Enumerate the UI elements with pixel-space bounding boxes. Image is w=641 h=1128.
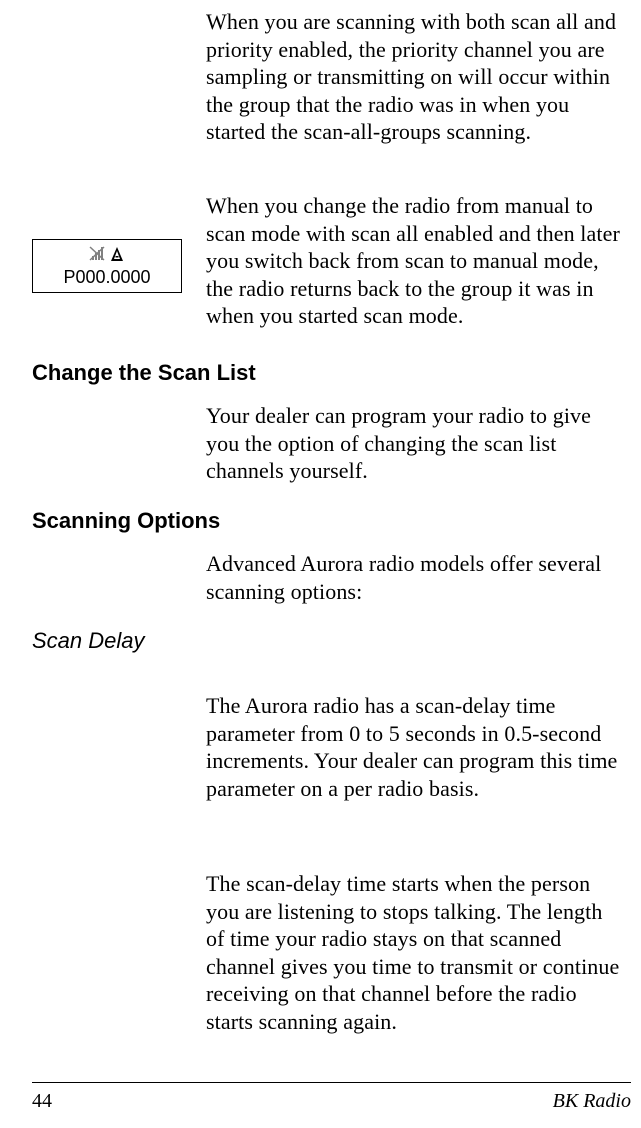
no-signal-icon	[89, 246, 105, 262]
footer-rule	[32, 1082, 631, 1083]
footer-brand: BK Radio	[553, 1090, 631, 1113]
paragraph-aurora-options: Advanced Aurora radio models offer sever…	[206, 550, 626, 605]
paragraph-manual-scan-return: When you change the radio from manual to…	[206, 192, 626, 330]
priority-a-icon	[109, 246, 125, 262]
display-readout: P000.0000	[33, 267, 181, 288]
heading-change-scan-list: Change the Scan List	[32, 360, 256, 386]
radio-display: P000.0000	[32, 239, 182, 293]
paragraph-scan-delay-behavior: The scan-delay time starts when the pers…	[206, 870, 626, 1035]
page: When you are scanning with both scan all…	[0, 0, 641, 1128]
heading-scan-delay: Scan Delay	[32, 628, 145, 654]
heading-scanning-options: Scanning Options	[32, 508, 220, 534]
paragraph-scan-all-priority: When you are scanning with both scan all…	[206, 8, 626, 146]
page-number: 44	[32, 1090, 52, 1113]
paragraph-scan-delay-time: The Aurora radio has a scan-delay time p…	[206, 692, 626, 802]
display-icons-row	[33, 246, 181, 264]
paragraph-dealer-program: Your dealer can program your radio to gi…	[206, 402, 626, 485]
